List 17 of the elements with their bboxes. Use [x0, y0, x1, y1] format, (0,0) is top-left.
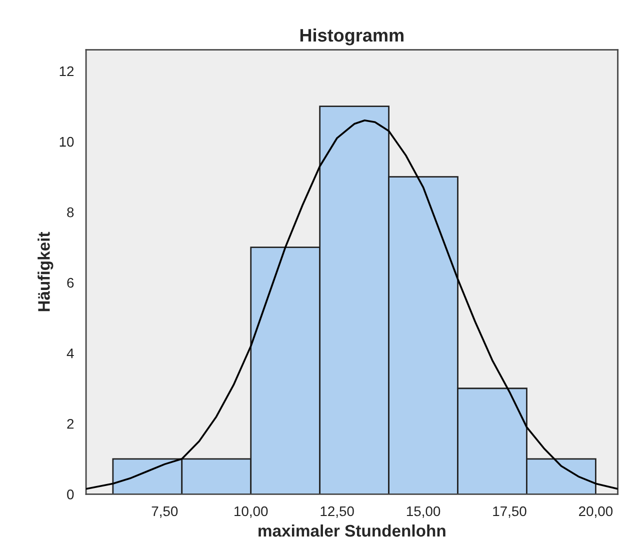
- y-tick-label: 6: [67, 278, 74, 288]
- line-series: [86, 119, 618, 490]
- x-tick-label: 15,00: [406, 506, 440, 518]
- chart-title: Histogramm: [300, 28, 404, 46]
- x-tick-label: 20,00: [579, 506, 613, 518]
- x-tick-label: 12,50: [320, 506, 354, 518]
- x-tick-label: 17,50: [493, 506, 526, 518]
- x-tick-label: 10,00: [234, 506, 268, 518]
- y-tick-label: 8: [67, 207, 74, 218]
- x-axis-title: maximaler Stundenlohn: [258, 524, 446, 537]
- y-axis-title: Häufigkeit: [38, 232, 54, 312]
- y-tick-label: 10: [60, 136, 74, 147]
- y-tick-label: 2: [67, 418, 74, 429]
- y-tick-label: 4: [66, 348, 74, 358]
- y-tick-label: 0: [67, 490, 74, 500]
- y-tick-label: 12: [60, 66, 74, 76]
- x-tick-label: 7,50: [152, 506, 178, 518]
